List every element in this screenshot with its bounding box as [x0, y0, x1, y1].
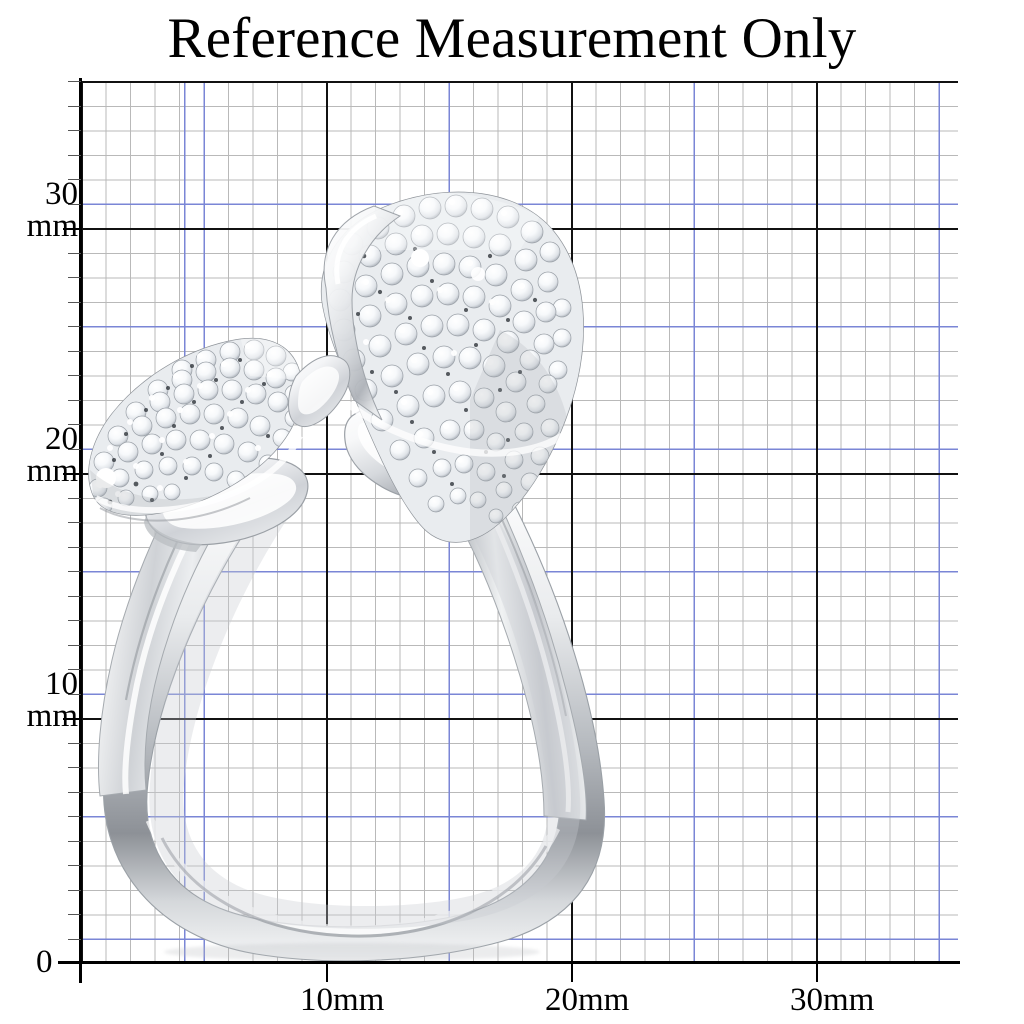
y-axis-label-0: 0 [36, 944, 53, 980]
x-tick-20mm [571, 963, 574, 982]
y-tick-2mm [68, 914, 81, 916]
y-tick-34mm [68, 130, 81, 132]
y-tick-13mm [68, 644, 81, 646]
y-axis-line [79, 78, 82, 983]
y-tick-9mm [68, 742, 81, 744]
y-tick-3mm [68, 889, 81, 891]
y-tick-35mm [68, 105, 81, 107]
x-axis-label-30mm: 30mm [790, 982, 875, 1018]
y-tick-25mm [68, 350, 81, 352]
y-tick-30mm [63, 228, 81, 231]
y-tick-5mm [68, 840, 81, 842]
y-tick-18mm [68, 522, 81, 524]
y-tick-20mm [63, 473, 81, 476]
y-axis-label-30: 30 mm [26, 176, 78, 244]
y-tick-1mm [68, 938, 81, 940]
y-tick-17mm [68, 546, 81, 548]
y-tick-27mm [68, 301, 81, 303]
x-axis-label-20mm: 20mm [545, 982, 630, 1018]
grid-major-10mm [81, 81, 958, 963]
y-tick-23mm [68, 399, 81, 401]
page-title: Reference Measurement Only [167, 7, 857, 70]
x-tick-30mm [816, 963, 819, 982]
y-tick-28mm [68, 277, 81, 279]
y-tick-11mm [68, 693, 81, 695]
y-tick-29mm [68, 252, 81, 254]
y-tick-21mm [68, 448, 81, 450]
y-tick-24mm [68, 375, 81, 377]
y-axis-label-10: 10 mm [26, 666, 78, 734]
measurement-grid [81, 81, 958, 963]
y-tick-31mm [68, 203, 81, 205]
y-tick-10mm [63, 718, 81, 721]
y-tick-12mm [68, 669, 81, 671]
y-tick-26mm [68, 326, 81, 328]
y-tick-19mm [68, 497, 81, 499]
y-tick-6mm [68, 816, 81, 818]
y-tick-32mm [68, 179, 81, 181]
y-axis-label-20: 20 mm [26, 421, 78, 489]
y-tick-33mm [68, 154, 81, 156]
x-axis-line [58, 961, 960, 964]
y-tick-4mm [68, 865, 81, 867]
y-tick-15mm [68, 595, 81, 597]
y-tick-7mm [68, 791, 81, 793]
y-tick-8mm [68, 767, 81, 769]
y-tick-36mm [68, 81, 81, 83]
x-tick-10mm [326, 963, 329, 982]
y-tick-16mm [68, 571, 81, 573]
x-axis-label-10mm: 10mm [300, 982, 385, 1018]
y-tick-14mm [68, 620, 81, 622]
y-tick-22mm [68, 424, 81, 426]
